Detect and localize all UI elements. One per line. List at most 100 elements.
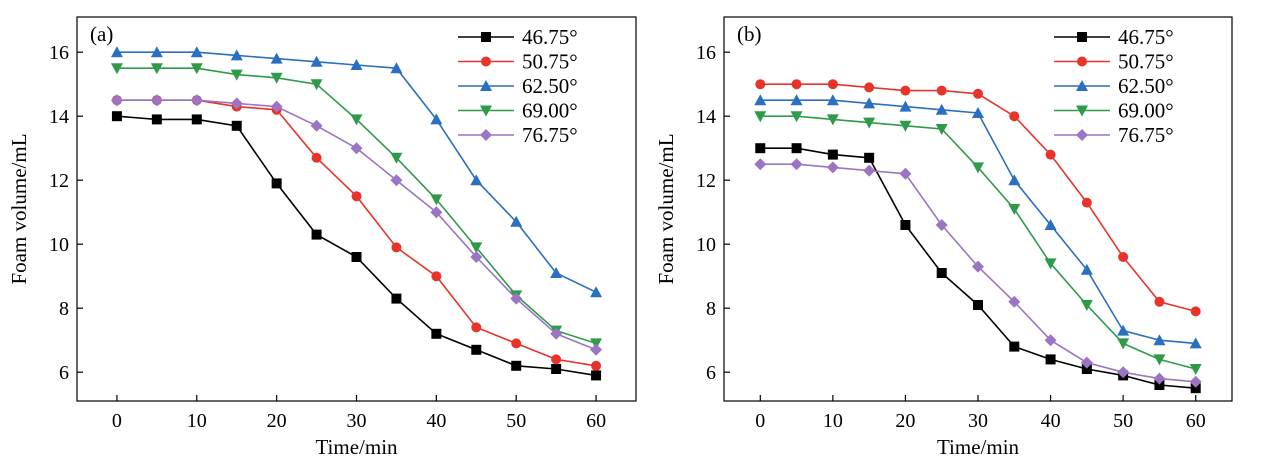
data-point [755,79,766,90]
data-point [271,178,282,189]
data-point [150,94,163,107]
data-point [1045,149,1056,160]
data-point [390,152,403,164]
data-point [1044,334,1057,347]
y-tick-label: 14 [49,106,69,128]
data-point [1190,306,1201,317]
data-point [900,220,911,230]
legend-marker [1076,129,1088,141]
legend-entry: 76.75° [522,123,578,147]
data-point [590,343,603,356]
x-axis-title: Time/min [315,435,398,459]
legend-marker [480,105,492,117]
y-tick-label: 10 [49,234,69,256]
y-axis-title: Foam volume/mL [7,133,31,284]
data-point [471,344,482,355]
data-point [551,354,562,365]
data-point [791,79,802,90]
data-point [1081,364,1092,374]
data-point [431,328,442,339]
y-tick-label: 6 [706,362,716,384]
data-point [430,206,443,219]
y-tick-label: 6 [59,362,69,384]
legend-entry: 50.75° [522,50,578,74]
series-5 [110,94,603,356]
data-point [350,59,363,70]
data-point [754,158,767,171]
data-point [863,97,876,109]
data-point [190,94,203,107]
data-point [110,63,123,75]
data-point [1044,258,1057,270]
data-point [826,114,839,126]
data-point [471,322,482,333]
data-point [110,46,123,58]
data-point [754,94,767,106]
data-point [190,63,203,75]
x-tick-label: 40 [1041,410,1061,432]
y-tick-label: 8 [59,298,69,320]
x-tick-label: 20 [895,410,915,432]
chart-panel-a: 0 10 20 30 40 50 60 6 8 10 12 14 16 Time/min Foam volu… [7,16,637,459]
data-point [1117,324,1130,336]
data-point [510,215,523,227]
data-point [1154,296,1165,307]
legend: 46.75°50.75°62.50°69.00°76.75° [1054,25,1174,147]
data-point [311,229,322,240]
data-point [1118,252,1129,262]
legend-marker [1077,32,1087,42]
data-point [151,114,162,125]
x-tick-label: 30 [347,410,367,432]
legend-entry: 69.00° [522,99,578,123]
data-point [863,164,876,177]
y-tick-label: 12 [696,170,716,192]
data-point [470,251,483,263]
data-point [1008,295,1021,308]
data-point [899,167,912,180]
data-point [1080,356,1093,369]
series-3 [110,46,603,298]
legend-entry: 62.50° [522,74,578,98]
data-point [1044,219,1057,230]
series-2 [755,79,1201,317]
data-point [1080,263,1093,275]
data-point [430,113,443,125]
x-tick-label: 0 [112,410,122,432]
data-point [790,111,803,123]
data-point [270,52,283,64]
series-1 [111,111,602,381]
data-point [1117,366,1130,379]
legend-marker [1076,80,1088,91]
data-point [826,161,839,174]
data-point [231,120,242,131]
data-point [972,162,984,174]
data-point [863,117,876,129]
data-point [390,174,403,187]
data-point [230,49,243,61]
x-tick-label: 10 [187,410,207,432]
data-point [972,260,984,273]
data-point [150,46,163,58]
data-point [1153,354,1166,366]
data-point [470,174,483,186]
data-point [591,360,602,371]
data-point [1008,174,1021,186]
data-point [972,107,984,118]
data-point [270,100,283,113]
data-point [110,94,123,107]
data-point [936,85,947,96]
data-point [310,79,323,91]
data-point [551,364,562,374]
series-line [760,163,1196,383]
legend-marker [1076,105,1088,117]
data-point [935,219,948,231]
legend-marker [1077,56,1087,67]
x-tick-label: 50 [506,410,526,432]
chart-panel-b: 0 10 20 30 40 50 60 6 8 10 12 14 16 Time/min Foam volu… [654,16,1233,459]
data-point [550,267,563,278]
legend-marker [480,129,492,141]
legend-entry: 46.75° [1118,25,1174,49]
series-5 [754,158,1202,388]
legend-marker [481,32,491,42]
data-point [1009,341,1020,352]
